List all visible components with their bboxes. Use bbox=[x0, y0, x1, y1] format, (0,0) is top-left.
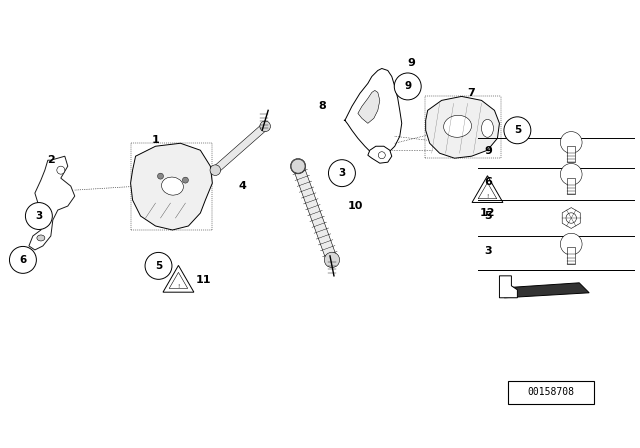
Polygon shape bbox=[426, 96, 499, 158]
Polygon shape bbox=[293, 164, 337, 262]
Bar bbox=[567, 178, 575, 194]
Text: 9: 9 bbox=[484, 146, 492, 156]
Text: 11: 11 bbox=[195, 275, 211, 285]
Polygon shape bbox=[29, 156, 75, 250]
Text: 00158708: 00158708 bbox=[528, 388, 575, 397]
Bar bbox=[567, 247, 575, 264]
Polygon shape bbox=[213, 124, 268, 173]
Text: 9: 9 bbox=[404, 82, 412, 91]
Polygon shape bbox=[472, 176, 503, 202]
Text: 3: 3 bbox=[339, 168, 346, 178]
Ellipse shape bbox=[444, 115, 472, 137]
Bar bbox=[567, 146, 575, 162]
Text: 5: 5 bbox=[514, 125, 521, 135]
Circle shape bbox=[10, 246, 36, 273]
Polygon shape bbox=[131, 143, 212, 230]
Circle shape bbox=[561, 132, 582, 153]
Circle shape bbox=[561, 164, 582, 185]
Circle shape bbox=[291, 159, 306, 174]
Circle shape bbox=[566, 213, 577, 223]
Text: 2: 2 bbox=[47, 155, 54, 165]
Text: 5: 5 bbox=[155, 261, 162, 271]
Text: 10: 10 bbox=[348, 201, 363, 211]
Circle shape bbox=[394, 73, 421, 100]
Circle shape bbox=[145, 252, 172, 279]
Ellipse shape bbox=[37, 235, 45, 241]
Circle shape bbox=[26, 202, 52, 229]
Text: 8: 8 bbox=[318, 101, 326, 112]
Circle shape bbox=[182, 177, 188, 183]
Text: 6: 6 bbox=[484, 177, 492, 187]
Text: 3: 3 bbox=[35, 211, 42, 221]
Circle shape bbox=[328, 159, 355, 187]
Polygon shape bbox=[163, 265, 194, 292]
Polygon shape bbox=[562, 207, 580, 228]
Text: 7: 7 bbox=[468, 88, 476, 99]
Circle shape bbox=[504, 117, 531, 144]
Polygon shape bbox=[478, 183, 497, 199]
Circle shape bbox=[561, 233, 582, 255]
Circle shape bbox=[378, 152, 385, 159]
Polygon shape bbox=[504, 283, 589, 298]
Ellipse shape bbox=[161, 177, 184, 195]
Ellipse shape bbox=[481, 119, 493, 137]
Text: !: ! bbox=[486, 194, 488, 199]
Text: !: ! bbox=[177, 284, 180, 289]
Circle shape bbox=[157, 173, 163, 179]
Text: 1: 1 bbox=[152, 135, 159, 145]
Circle shape bbox=[210, 165, 221, 176]
Polygon shape bbox=[368, 146, 392, 163]
Polygon shape bbox=[169, 272, 188, 289]
Circle shape bbox=[260, 121, 271, 132]
Polygon shape bbox=[499, 276, 517, 298]
Text: 9: 9 bbox=[408, 59, 415, 69]
Polygon shape bbox=[358, 90, 380, 123]
Text: 5: 5 bbox=[484, 211, 492, 221]
Circle shape bbox=[57, 166, 65, 174]
Circle shape bbox=[324, 252, 340, 267]
Text: 4: 4 bbox=[238, 181, 246, 191]
Text: 3: 3 bbox=[484, 246, 492, 256]
Text: 6: 6 bbox=[19, 255, 26, 265]
Text: 12: 12 bbox=[480, 208, 495, 218]
Circle shape bbox=[291, 159, 305, 173]
Polygon shape bbox=[344, 69, 402, 156]
FancyBboxPatch shape bbox=[508, 380, 594, 405]
